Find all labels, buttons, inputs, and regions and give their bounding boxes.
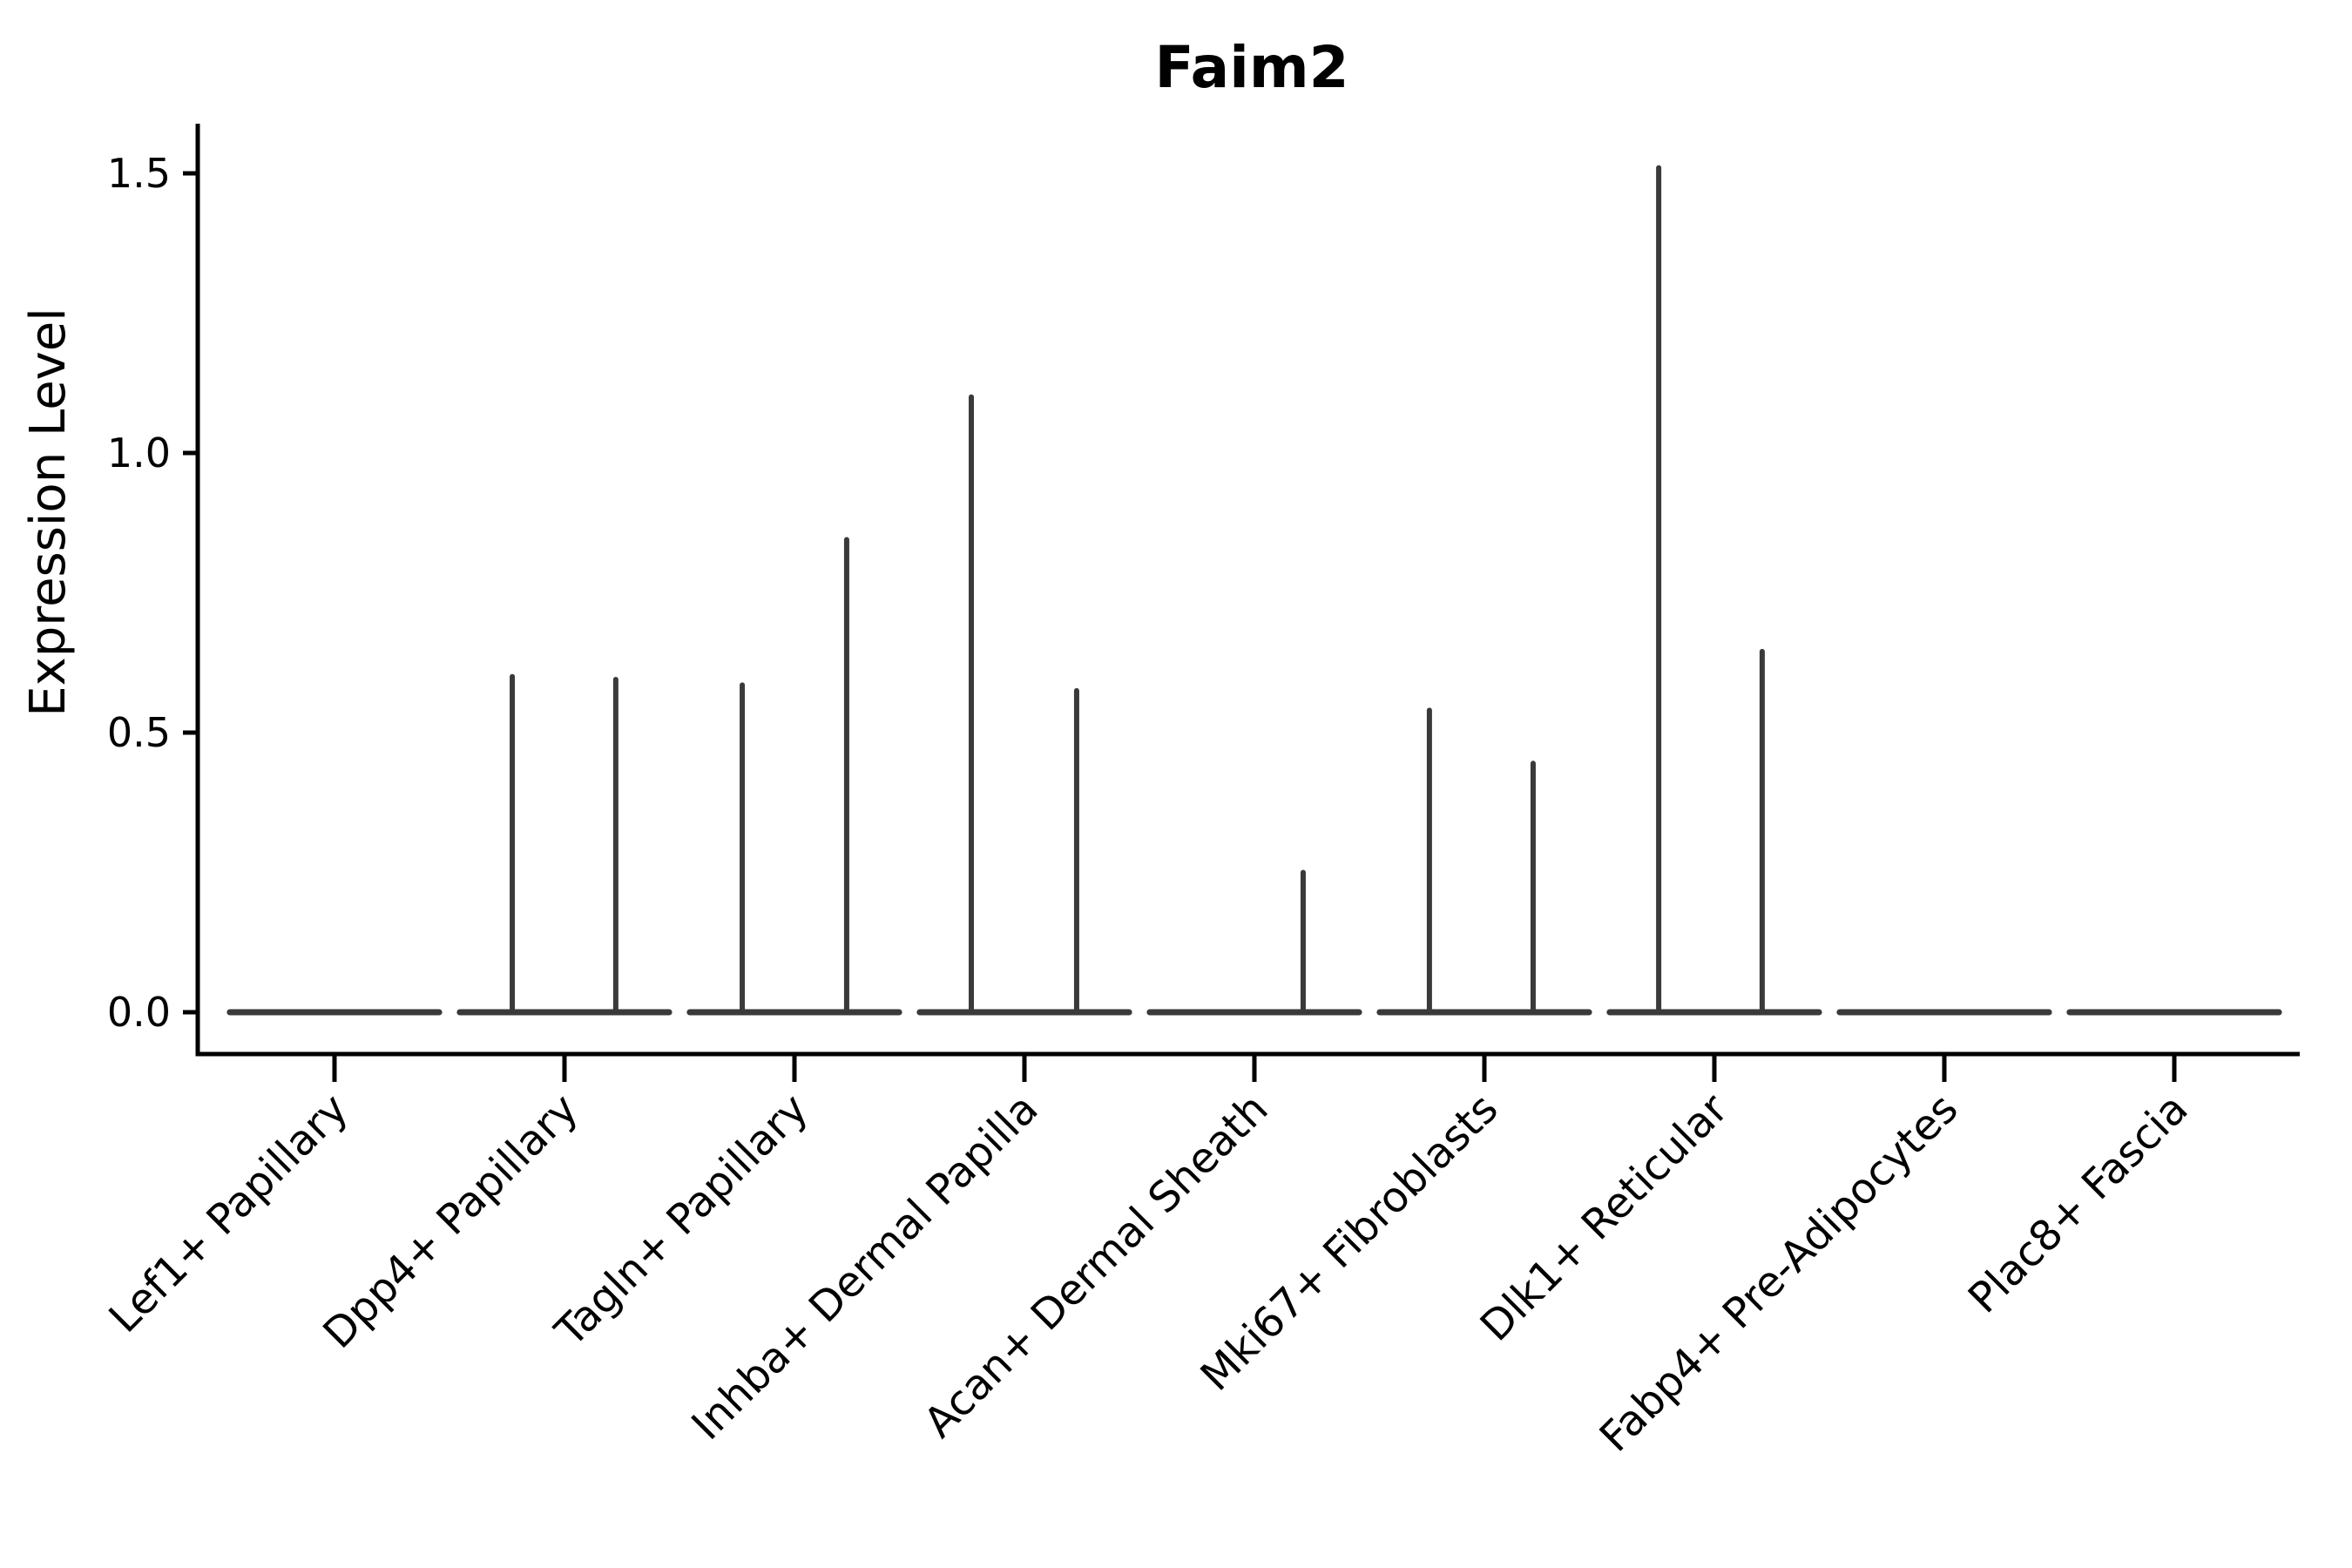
chart-title: Faim2 — [1154, 34, 1348, 101]
y-tick-label: 0.5 — [107, 709, 171, 756]
x-tick-label: Dpp4+ Papillary — [314, 1085, 587, 1358]
y-tick-label: 1.0 — [107, 429, 171, 476]
x-tick-label: Plac8+ Fascia — [1959, 1085, 2198, 1323]
y-axis-label: Expression Level — [20, 308, 77, 717]
y-tick-label: 0.0 — [107, 989, 171, 1036]
x-tick-label: Lef1+ Papillary — [100, 1085, 358, 1342]
x-tick-label: Dlk1+ Reticular — [1471, 1085, 1738, 1351]
y-tick-label: 1.5 — [107, 150, 171, 197]
x-tick-label: Tagln+ Papillary — [545, 1085, 817, 1356]
